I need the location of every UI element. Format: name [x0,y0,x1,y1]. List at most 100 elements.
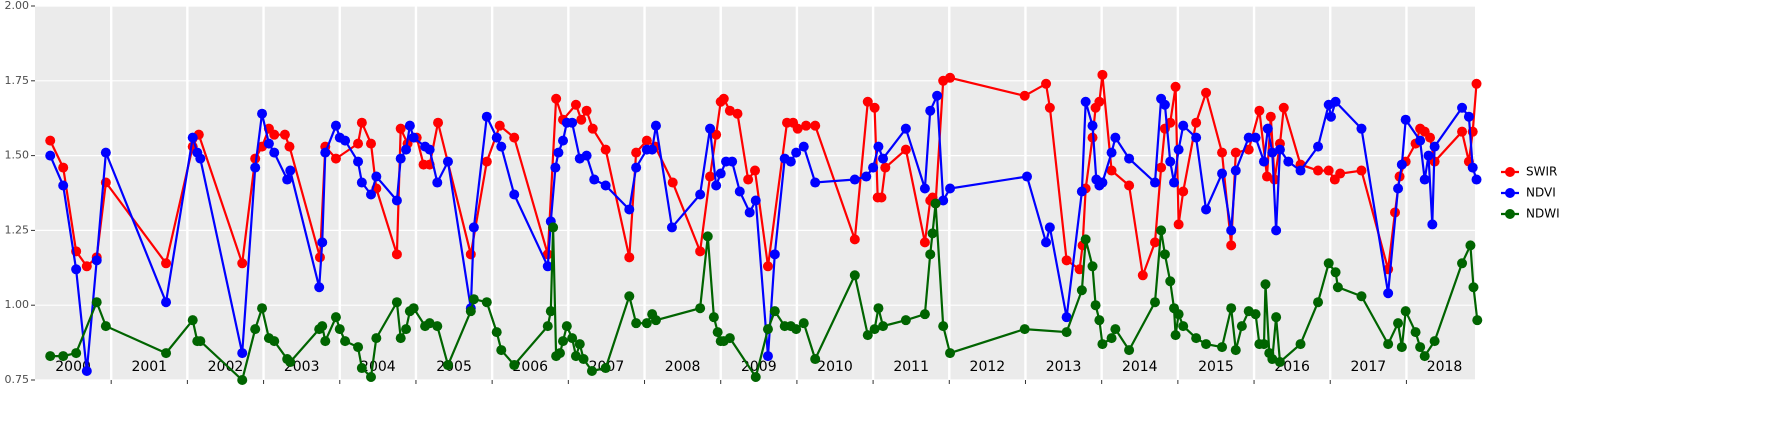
year-label: 2013 [1046,359,1082,375]
point [624,252,635,263]
point [1106,165,1117,176]
point [250,324,261,335]
point [340,135,351,146]
point [1254,105,1265,116]
point [750,195,761,206]
point [1159,99,1170,110]
point [424,144,435,155]
point [330,120,341,131]
point [161,348,172,359]
point [587,123,598,134]
point [873,141,884,152]
point [161,297,172,308]
point [71,264,82,275]
point [558,336,568,347]
point [100,147,111,158]
point [366,189,376,200]
point [810,354,821,365]
point [702,231,713,242]
point [1258,156,1269,167]
point [1400,306,1411,317]
point [1191,132,1202,143]
point [711,180,722,191]
point [195,336,206,347]
point [1335,168,1346,179]
year-label: 2004 [360,359,396,375]
point [1137,270,1148,281]
point [1283,156,1294,167]
point [1076,285,1087,296]
point [1201,204,1212,215]
point [433,117,444,128]
point [468,222,479,233]
point [481,156,492,167]
point [250,162,261,173]
point [1243,132,1254,143]
point [554,348,565,359]
point [542,321,553,332]
point [356,363,367,374]
point [1106,333,1117,344]
point [1124,345,1135,356]
point [509,189,520,200]
point [371,171,382,182]
point [1061,255,1072,266]
point [468,294,479,305]
point [927,228,938,239]
point [1271,225,1282,236]
point [366,372,376,383]
point [404,120,415,131]
point [925,105,936,116]
point [667,177,678,188]
point [650,315,661,326]
point [1393,183,1404,194]
point [1217,168,1228,179]
point [1236,321,1247,332]
point [1080,234,1091,245]
point [1383,288,1394,299]
point [408,132,419,143]
point [481,297,492,308]
point [631,147,642,158]
y-tick-label: 1.75 [5,74,30,87]
point [1393,318,1404,329]
point [442,156,453,167]
point [1191,117,1202,128]
point [1217,147,1228,158]
point [1090,300,1101,311]
point [624,291,635,302]
point [1330,96,1341,107]
year-label: 2010 [817,359,853,375]
point [581,150,592,161]
point [762,261,773,272]
point [263,138,274,149]
point [340,336,351,347]
point [496,141,507,152]
point [919,237,930,248]
point [237,375,248,385]
point [1230,147,1241,158]
point [1262,123,1273,134]
point [1265,111,1276,122]
point [945,183,956,194]
point [509,360,520,371]
point [861,171,872,182]
legend-swatch [1505,188,1515,198]
point [750,165,760,176]
point [1400,114,1411,125]
point [1022,171,1032,182]
point [570,351,581,362]
point [938,321,949,332]
point [553,147,564,158]
point [1150,237,1160,248]
point [589,174,600,185]
point [695,246,706,257]
point [391,297,402,308]
point [279,129,290,140]
point [1274,357,1285,368]
point [1313,297,1324,308]
point [1173,144,1184,155]
point [798,141,809,152]
point [1178,321,1189,332]
